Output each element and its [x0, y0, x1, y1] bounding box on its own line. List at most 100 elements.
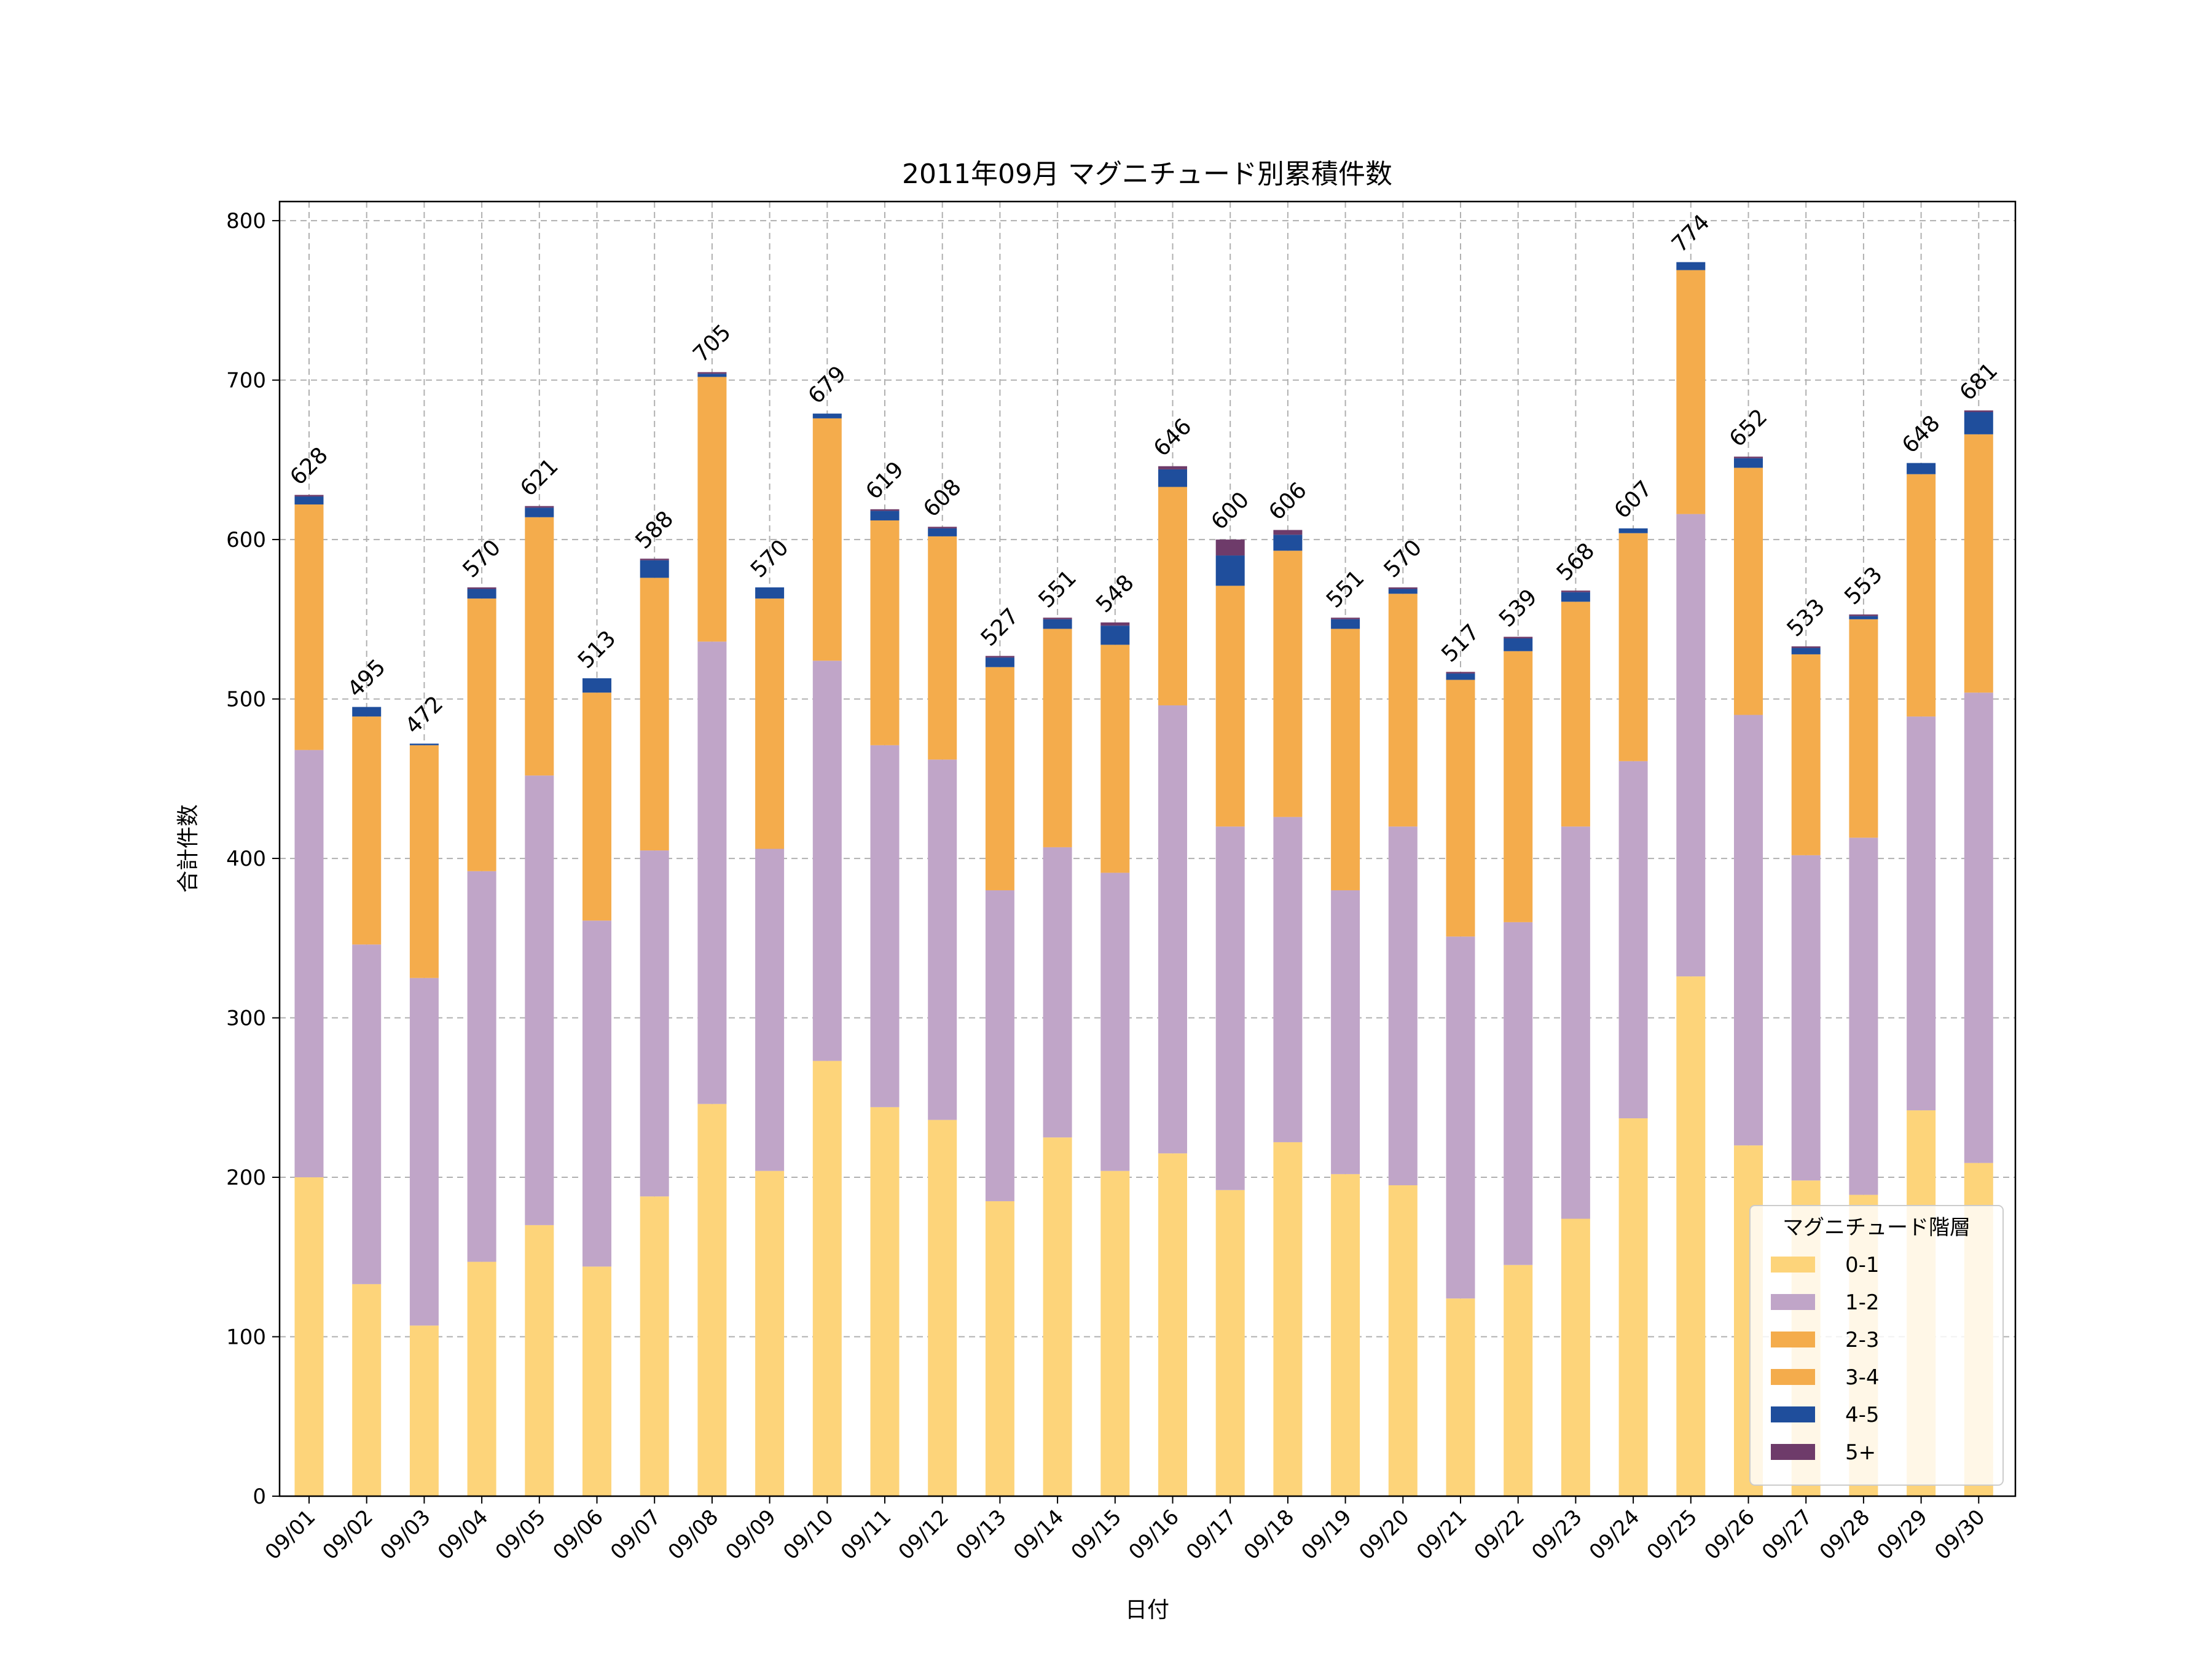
bar-segment-4-5 — [985, 657, 1014, 667]
bar-segment-4-5 — [1273, 535, 1303, 551]
bar-segment-4-5 — [755, 587, 785, 599]
bar-segment-1-2 — [352, 944, 382, 1284]
bar-segment-2-3 — [1273, 551, 1303, 817]
bar-segment-5+ — [1964, 410, 1993, 412]
bar-segment-0-1 — [582, 1266, 611, 1496]
legend-title: マグニチュード階層 — [1783, 1215, 1971, 1240]
bar-segment-2-3 — [294, 504, 324, 750]
bar-segment-1-2 — [467, 871, 496, 1262]
bar-segment-4-5 — [1561, 592, 1590, 602]
bar-segment-5+ — [525, 506, 554, 508]
y-tick-label: 0 — [253, 1484, 266, 1509]
bar-segment-0-1 — [985, 1201, 1014, 1496]
bar-segment-2-3 — [1791, 654, 1821, 855]
bar-segment-1-2 — [1100, 873, 1130, 1171]
legend-swatch-4-5 — [1771, 1406, 1815, 1422]
legend-swatch-1-2 — [1771, 1294, 1815, 1310]
bar-segment-2-3 — [1100, 645, 1130, 873]
bar-segment-2-3 — [1043, 629, 1072, 847]
bar-segment-2-3 — [928, 536, 957, 760]
bar-segment-5+ — [467, 587, 496, 589]
bar-segment-0-1 — [1273, 1142, 1303, 1496]
bar-segment-0-1 — [640, 1196, 669, 1496]
bar-segment-1-2 — [582, 920, 611, 1267]
bar-segment-2-3 — [1215, 586, 1245, 827]
legend-label: 1-2 — [1845, 1290, 1880, 1315]
bar-segment-0-1 — [1331, 1174, 1360, 1496]
legend-label: 0-1 — [1845, 1253, 1880, 1277]
bar-segment-4-5 — [525, 508, 554, 517]
bar-segment-4-5 — [1734, 458, 1763, 468]
bar-segment-4-5 — [294, 496, 324, 505]
bar-segment-4-5 — [409, 743, 439, 745]
legend-swatch-2-3 — [1771, 1332, 1815, 1347]
bar-segment-0-1 — [812, 1061, 842, 1496]
bar-segment-2-3 — [812, 418, 842, 661]
bar-segment-5+ — [1561, 590, 1590, 592]
bar-segment-1-2 — [1273, 817, 1303, 1142]
bar-segment-1-2 — [1791, 855, 1821, 1181]
bar-segment-4-5 — [1676, 262, 1706, 270]
bar-segment-4-5 — [1964, 412, 1993, 434]
bar-segment-2-3 — [1676, 270, 1706, 514]
bar-segment-1-2 — [1158, 705, 1187, 1154]
bar-segment-0-1 — [1446, 1298, 1475, 1496]
chart-title: 2011年09月 マグニチュード別累積件数 — [902, 159, 1392, 190]
bar-segment-2-3 — [697, 377, 727, 642]
y-axis-label: 合計件数 — [176, 804, 201, 893]
bar-segment-2-3 — [1158, 487, 1187, 705]
y-tick-label: 500 — [226, 688, 266, 712]
bar-segment-2-3 — [1446, 680, 1475, 937]
bar-segment-0-1 — [409, 1325, 439, 1496]
bar-segment-1-2 — [1907, 716, 1936, 1111]
y-tick-label: 800 — [226, 209, 266, 233]
bar-segment-2-3 — [985, 667, 1014, 890]
bar-segment-5+ — [1158, 466, 1187, 469]
bar-segment-4-5 — [582, 678, 611, 693]
bar-segment-2-3 — [1618, 533, 1648, 761]
bar-segment-1-2 — [1043, 847, 1072, 1138]
bar-segment-0-1 — [352, 1284, 382, 1496]
bar-segment-4-5 — [640, 560, 669, 578]
bar-segment-0-1 — [467, 1261, 496, 1496]
bar-segment-4-5 — [1100, 626, 1130, 645]
bar-segment-0-1 — [755, 1171, 785, 1496]
bar-segment-4-5 — [1618, 528, 1648, 533]
bar-segment-4-5 — [1791, 648, 1821, 654]
bar-segment-5+ — [1100, 622, 1130, 626]
bar-segment-1-2 — [928, 759, 957, 1120]
bar-segment-5+ — [928, 527, 957, 528]
bar-segment-5+ — [1849, 614, 1878, 616]
bar-segment-5+ — [1043, 618, 1072, 619]
bar-segment-1-2 — [409, 978, 439, 1326]
bar-segment-0-1 — [1215, 1190, 1245, 1496]
bar-segment-0-1 — [1561, 1218, 1590, 1496]
bar-segment-5+ — [1273, 530, 1303, 535]
bar-segment-4-5 — [870, 511, 900, 520]
legend-label: 4-5 — [1845, 1403, 1880, 1427]
bar-segment-1-2 — [525, 775, 554, 1225]
bar-segment-2-3 — [1734, 468, 1763, 715]
bar-segment-2-3 — [1331, 629, 1360, 890]
bar-segment-4-5 — [928, 528, 957, 536]
legend-label: 3-4 — [1845, 1365, 1880, 1390]
bar-segment-4-5 — [352, 707, 382, 717]
bar-segment-5+ — [1388, 587, 1418, 589]
x-axis-label: 日付 — [1125, 1598, 1169, 1623]
legend-swatch-0-1 — [1771, 1257, 1815, 1273]
bar-segment-4-5 — [1504, 638, 1533, 651]
legend: マグニチュード階層 0-1 1-2 2-3 3-4 4-5 5+ — [1749, 1205, 2004, 1486]
bar-segment-0-1 — [1618, 1118, 1648, 1496]
bar-segment-4-5 — [1907, 463, 1936, 474]
bar-segment-1-2 — [1504, 922, 1533, 1265]
bar-segment-2-3 — [1504, 651, 1533, 922]
y-tick-label: 400 — [226, 847, 266, 871]
bar-segment-4-5 — [467, 589, 496, 599]
bar-segment-1-2 — [640, 850, 669, 1197]
y-tick-label: 100 — [226, 1325, 266, 1350]
bar-segment-0-1 — [1504, 1265, 1533, 1496]
bar-segment-2-3 — [1907, 474, 1936, 717]
bar-segment-2-3 — [582, 692, 611, 921]
y-tick-label: 700 — [226, 369, 266, 393]
